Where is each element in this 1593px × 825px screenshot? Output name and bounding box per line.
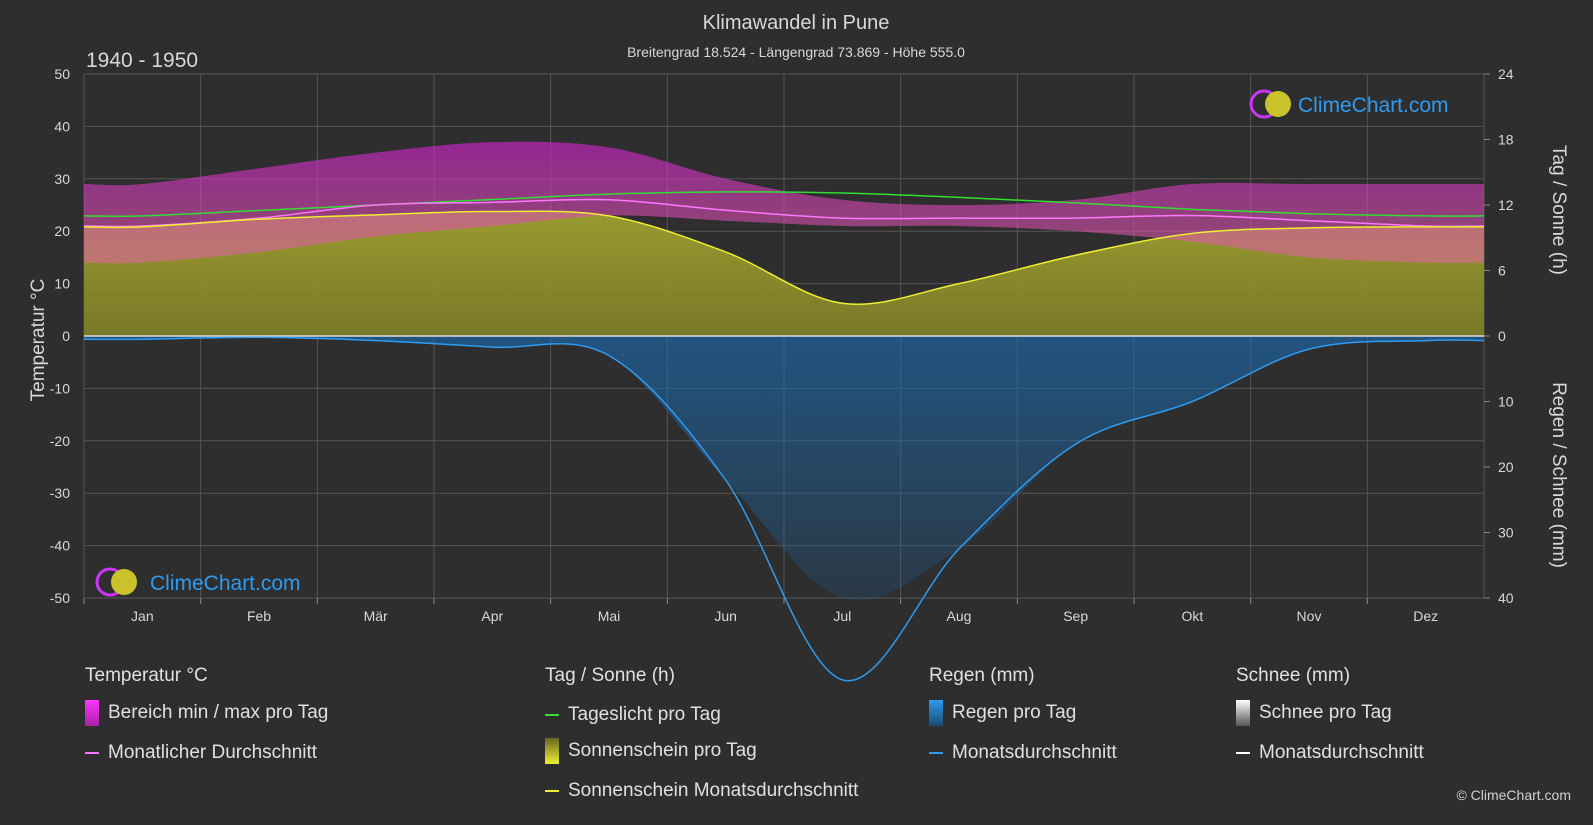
month-label: Okt [1181, 608, 1203, 624]
chart-subtitle: Breitengrad 18.524 - Längengrad 73.869 -… [627, 44, 965, 60]
month-label: Mär [364, 608, 388, 624]
month-label: Jan [131, 608, 154, 624]
sunshine-area [84, 211, 1484, 336]
left-tick-label: 50 [54, 66, 70, 82]
month-label: Apr [481, 608, 503, 624]
month-label: Jun [714, 608, 737, 624]
chart-title: Klimawandel in Pune [703, 12, 890, 34]
right-bottom-tick-label: 30 [1498, 525, 1514, 541]
month-label: Sep [1063, 608, 1088, 624]
rain-avg-line [83, 336, 1485, 682]
right-top-tick-label: 6 [1498, 263, 1506, 279]
left-tick-label: -30 [50, 485, 70, 501]
month-label: Nov [1297, 608, 1322, 624]
left-tick-label: -20 [50, 433, 70, 449]
data-bands [84, 141, 1484, 601]
right-axis-label-bottom: Regen / Schnee (mm) [1548, 382, 1569, 568]
brand-name-bottom: ClimeChart.com [150, 572, 301, 595]
rain-area [84, 336, 1484, 601]
left-tick-label: 40 [54, 118, 70, 134]
temp-avg-line [83, 198, 1485, 228]
month-label: Jul [833, 608, 851, 624]
temp-range-area [84, 141, 1484, 264]
left-tick-label: -40 [50, 538, 70, 554]
right-bottom-tick-label: 20 [1498, 459, 1514, 475]
logo-globe-icon [1265, 91, 1291, 117]
month-label: Dez [1413, 608, 1438, 624]
data-lines [83, 191, 1485, 682]
brand-logo-top: ClimeChart.com [1249, 89, 1449, 119]
right-top-tick-label: 12 [1498, 197, 1514, 213]
daylight-line [83, 191, 1485, 218]
right-bottom-tick-label: 40 [1498, 590, 1514, 606]
right-top-tick-label: 24 [1498, 66, 1514, 82]
right-bottom-tick-label: 10 [1498, 394, 1514, 410]
left-tick-label: -50 [50, 590, 70, 606]
left-axis-label: Temperatur °C [28, 279, 49, 402]
month-label: Feb [247, 608, 271, 624]
month-label: Aug [947, 608, 972, 624]
period-label: 1940 - 1950 [86, 49, 198, 72]
brand-logo-bottom: ClimeChart.com [95, 567, 301, 597]
brand-name-top: ClimeChart.com [1298, 94, 1449, 117]
right-axis-label-top: Tag / Sonne (h) [1548, 145, 1569, 275]
left-tick-label: -10 [50, 380, 70, 396]
left-tick-label: 20 [54, 223, 70, 239]
logo-globe-icon [111, 569, 137, 595]
axis-ticks: 50 40 30 20 10 0 -10 -20 -30 -40 -50 24 18 12 6 0 10 20 30… [50, 66, 1514, 624]
left-tick-label: 30 [54, 171, 70, 187]
left-tick-label: 10 [54, 276, 70, 292]
sunshine-avg-line [83, 210, 1485, 305]
left-tick-label: 0 [62, 328, 70, 344]
right-top-tick-label: 18 [1498, 132, 1514, 148]
month-label: Mai [598, 608, 621, 624]
right-top-tick-label: 0 [1498, 328, 1506, 344]
